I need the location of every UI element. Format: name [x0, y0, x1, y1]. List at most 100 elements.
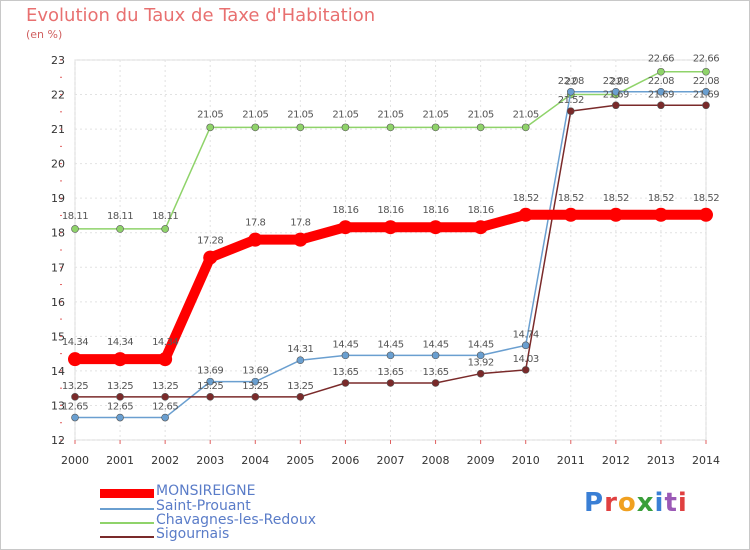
data-label: 14.45: [332, 339, 358, 350]
data-label: 21.05: [423, 109, 449, 120]
y-tick-label: 12: [51, 434, 65, 447]
y-tick-label: 18: [51, 227, 65, 240]
data-point: [702, 67, 710, 76]
data-label: 12.65: [107, 402, 133, 413]
data-label: 13.92: [468, 358, 494, 369]
x-tick-label: 2009: [467, 454, 495, 467]
data-label: 13.65: [423, 367, 449, 378]
data-label: 13.25: [197, 381, 223, 392]
data-point: [612, 101, 620, 110]
data-label: 13.25: [242, 381, 268, 392]
data-point: [521, 123, 530, 132]
legend-swatch: [100, 508, 154, 510]
data-point: [566, 87, 575, 96]
data-label: 22.08: [693, 76, 719, 87]
data-label: 18.16: [423, 205, 449, 216]
data-label: 13.25: [107, 381, 133, 392]
data-label: 22: [565, 77, 577, 88]
data-point: [203, 250, 218, 265]
data-point: [608, 207, 623, 222]
data-point: [161, 413, 169, 422]
data-point: [702, 101, 710, 110]
data-label: 13.69: [197, 366, 223, 377]
data-point: [521, 341, 530, 350]
data-point: [386, 351, 395, 360]
data-point: [293, 232, 308, 247]
grid: [74, 59, 707, 441]
data-label: 18.16: [377, 205, 403, 216]
data-point: [206, 377, 215, 386]
data-point: [476, 123, 485, 132]
data-point: [161, 393, 169, 401]
data-label: 14.45: [468, 339, 494, 350]
legend-swatch: [100, 489, 154, 498]
data-point: [71, 225, 79, 233]
data-label: 21.05: [377, 109, 403, 120]
data-point: [428, 220, 443, 235]
proxiti-logo: Proxiti: [584, 488, 688, 518]
data-label: 14.74: [513, 329, 539, 340]
data-point: [206, 123, 215, 132]
data-point: [473, 220, 488, 235]
data-point: [251, 377, 260, 386]
data-point: [431, 123, 440, 132]
data-point: [476, 369, 485, 378]
data-point: [657, 101, 665, 110]
data-point: [702, 87, 710, 96]
data-point: [116, 393, 124, 401]
data-point: [338, 220, 353, 235]
data-point: [657, 67, 665, 76]
data-point: [518, 207, 533, 222]
data-label: 13.65: [377, 367, 403, 378]
data-point: [296, 123, 305, 132]
data-point: [161, 225, 169, 233]
data-point: [251, 123, 260, 132]
data-label: 21.69: [693, 89, 719, 100]
data-label: 21.05: [468, 109, 494, 120]
data-point: [431, 379, 440, 387]
data-label: 22.08: [603, 76, 629, 87]
data-label: 12.65: [62, 402, 88, 413]
data-point: [113, 352, 128, 367]
legend-swatch: [100, 522, 154, 524]
data-label: 17.8: [290, 218, 310, 229]
data-point: [563, 207, 578, 222]
data-point: [68, 352, 82, 367]
x-tick-label: 2001: [106, 454, 134, 467]
data-label: 13.69: [242, 366, 268, 377]
data-point: [386, 123, 395, 132]
data-label: 14.34: [107, 337, 133, 348]
data-label: 18.52: [693, 193, 719, 204]
data-label: 22: [610, 77, 622, 88]
data-label: 21.05: [287, 109, 313, 120]
data-label: 18.16: [332, 205, 358, 216]
data-point: [653, 207, 668, 222]
data-label: 13.25: [287, 381, 313, 392]
data-label: 13.25: [152, 381, 178, 392]
data-label: 18.52: [603, 193, 629, 204]
y-tick-label: 19: [51, 192, 65, 205]
legend-label: Saint-Prouant: [156, 498, 251, 514]
data-label: 14.31: [287, 344, 313, 355]
data-label: 22.66: [693, 54, 719, 65]
data-label: 14.03: [513, 354, 539, 365]
data-label: 14.34: [62, 337, 88, 348]
legend-label: Sigournais: [156, 526, 230, 542]
data-point: [341, 351, 350, 360]
data-point: [383, 220, 398, 235]
data-point: [206, 393, 215, 401]
data-point: [71, 393, 79, 401]
data-label: 18.11: [107, 211, 133, 222]
series-layer: [68, 67, 713, 422]
x-tick-label: 2000: [61, 454, 89, 467]
y-tick-label: 23: [51, 54, 65, 67]
y-tick-label: 22: [51, 89, 65, 102]
data-point: [521, 366, 530, 374]
data-point: [116, 225, 124, 233]
y-unit-label: (en %): [26, 28, 63, 41]
legend-label: Chavagnes-les-Redoux: [156, 512, 316, 528]
data-label: 21.05: [197, 109, 223, 120]
data-label: 21.69: [603, 89, 629, 100]
x-tick-label: 2012: [602, 454, 630, 467]
